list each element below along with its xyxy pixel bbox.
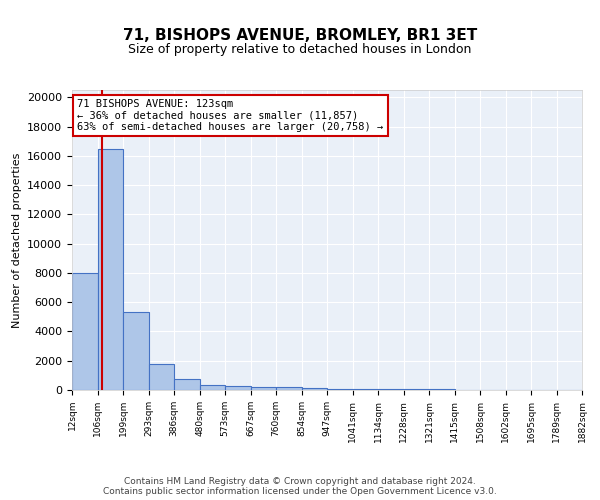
Bar xyxy=(327,388,353,390)
Bar xyxy=(72,273,98,390)
Text: Contains HM Land Registry data © Crown copyright and database right 2024.: Contains HM Land Registry data © Crown c… xyxy=(124,478,476,486)
Bar xyxy=(378,389,404,390)
Text: 71 BISHOPS AVENUE: 123sqm
← 36% of detached houses are smaller (11,857)
63% of s: 71 BISHOPS AVENUE: 123sqm ← 36% of detac… xyxy=(77,99,383,132)
Bar xyxy=(174,379,200,390)
Bar xyxy=(225,386,251,390)
Bar xyxy=(149,364,174,390)
Bar xyxy=(353,389,378,390)
Bar xyxy=(276,388,302,390)
Bar xyxy=(123,312,149,390)
Bar xyxy=(200,385,225,390)
Text: Contains public sector information licensed under the Open Government Licence v3: Contains public sector information licen… xyxy=(103,488,497,496)
Bar xyxy=(302,388,327,390)
Bar xyxy=(251,387,276,390)
Y-axis label: Number of detached properties: Number of detached properties xyxy=(11,152,22,328)
Bar xyxy=(98,148,123,390)
Text: Size of property relative to detached houses in London: Size of property relative to detached ho… xyxy=(128,42,472,56)
Text: 71, BISHOPS AVENUE, BROMLEY, BR1 3ET: 71, BISHOPS AVENUE, BROMLEY, BR1 3ET xyxy=(123,28,477,42)
